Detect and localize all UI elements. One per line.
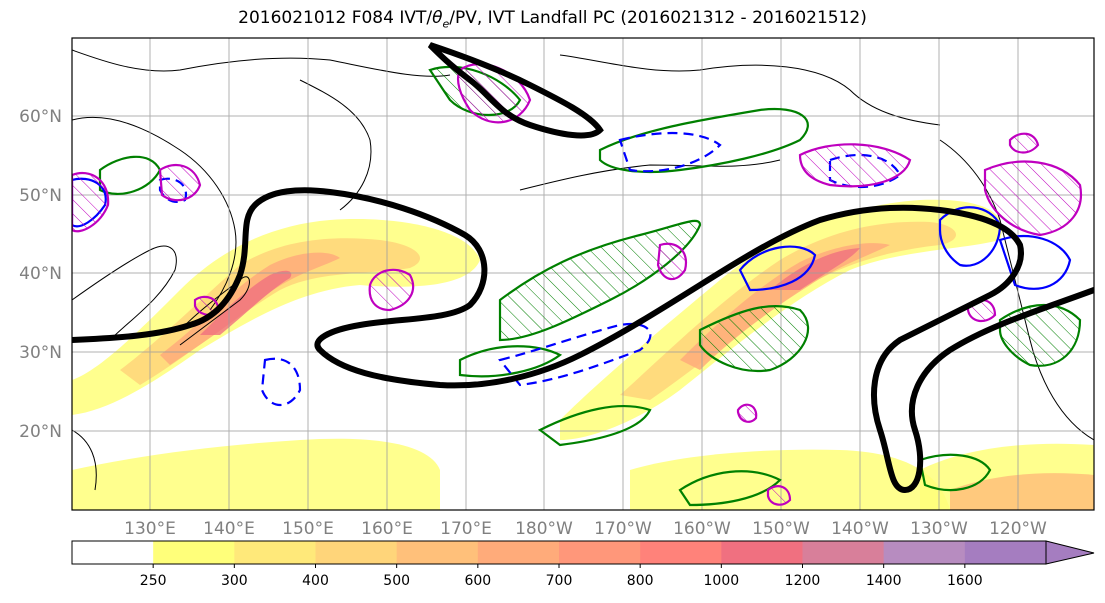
colorbar-cell [964, 541, 1047, 564]
ivt-plume-west-700 [160, 252, 340, 365]
colorbar-tick-label: 1400 [866, 573, 902, 589]
colorbar-cell [802, 541, 885, 564]
colorbar-ticks: 250 300 400 500 600 700 800 1000 1200 1400 1600 [140, 564, 983, 589]
theta-e-neg-dashed-west [260, 357, 302, 407]
theta-e-region-south [678, 470, 782, 507]
coast-alaska [559, 54, 941, 126]
pv-contour-main [72, 187, 1094, 494]
theta-e-neg-region-east [738, 245, 817, 292]
theta-e-neg-dashed-central [498, 322, 652, 387]
ivt-shading [72, 199, 1094, 510]
ivt-plume-east-1000 [770, 248, 860, 290]
colorbar-cell [477, 541, 560, 564]
lon-label-180W: 180°W [515, 519, 573, 539]
title-theta: θ [432, 8, 443, 28]
colorbar-cell [883, 541, 966, 564]
theta-e-region-east [698, 304, 810, 373]
ivt-band-south-west [72, 438, 440, 510]
ivt-band-south-central [630, 449, 950, 510]
lon-label-130E: 130°E [124, 519, 176, 539]
colorbar-tick-label: 250 [140, 573, 167, 589]
lat-labels: 60°N 50°N 40°N 30°N 20°N [19, 107, 62, 442]
theta-e-region-southeast [918, 453, 992, 492]
colorbar-cell [153, 541, 235, 564]
lon-label-150E: 150°E [282, 519, 334, 539]
colorbar-cell [72, 541, 154, 564]
pv-region-central [656, 242, 688, 281]
pv-region-northeast [983, 160, 1083, 237]
map-area [72, 38, 1094, 510]
lat-label-60N: 60°N [19, 107, 62, 127]
colorbar-cell [315, 541, 398, 564]
theta-e-region-south-central [537, 404, 652, 447]
map-title: 2016021012 F084 IVT/θe/PV, IVT Landfall … [0, 8, 1105, 30]
pv-region-canada [1008, 132, 1040, 154]
title-theta-sub: e [442, 17, 450, 31]
lon-label-140W: 140°W [831, 519, 889, 539]
lon-label-160E: 160°E [361, 519, 413, 539]
lat-label-30N: 30°N [19, 343, 62, 363]
lon-label-140E: 140°E [203, 519, 255, 539]
theta-e-region-coast [998, 303, 1082, 367]
theta-e-region-central [498, 219, 702, 342]
colorbar-cell [640, 541, 722, 564]
colorbar-cell [721, 541, 803, 564]
lat-label-50N: 50°N [19, 186, 62, 206]
title-suffix: /PV, IVT Landfall PC (2016021312 - 20160… [449, 8, 867, 28]
lon-labels: 130°E 140°E 150°E 160°E 170°E 180°W 170°… [124, 519, 1047, 539]
colorbar: 250 300 400 500 600 700 800 1000 1200 1400 1600 [71, 540, 1095, 589]
theta-e-neg-dashed-north [618, 131, 722, 173]
ivt-plume-west-1000 [200, 270, 292, 335]
ivt-band-south-east-400 [950, 473, 1094, 510]
pv-region-central-west [368, 268, 415, 312]
pv-region-asia-west [72, 171, 110, 233]
colorbar-cell [559, 541, 641, 564]
pv-contours [72, 63, 1083, 506]
map-frame [71, 37, 1095, 511]
coast-aleutians [519, 159, 781, 191]
theta-e-neg-region-northwest-us [998, 235, 1072, 290]
colorbar-tick-label: 1600 [947, 573, 983, 589]
pv-black-contours [72, 42, 1094, 494]
theta-e-region-central-south [458, 345, 563, 378]
coast-siberia [72, 49, 451, 77]
colorbar-tick-label: 500 [383, 573, 410, 589]
pv-region-gulf-alaska [798, 143, 912, 188]
lon-label-170W: 170°W [594, 519, 652, 539]
lon-label-150W: 150°W [752, 519, 810, 539]
theta-e-neg-region-coast [938, 206, 1002, 267]
pv-region-south-small [736, 403, 758, 423]
colorbar-tick-label: 700 [546, 573, 573, 589]
colorbar-tick-label: 800 [627, 573, 654, 589]
lat-label-20N: 20°N [19, 422, 62, 442]
colorbar-tick-label: 300 [221, 573, 248, 589]
lon-label-170E: 170°E [440, 519, 492, 539]
colorbar-cells [72, 541, 1047, 564]
coast-asia-east [72, 116, 237, 311]
colorbar-cell [234, 541, 316, 564]
lat-label-40N: 40°N [19, 264, 62, 284]
colorbar-tick-label: 1200 [785, 573, 821, 589]
lon-label-130W: 130°W [910, 519, 968, 539]
colorbar-tick-label: 1000 [704, 573, 740, 589]
colorbar-tick-label: 400 [302, 573, 329, 589]
pv-contour-north-loop [427, 42, 604, 139]
pv-region-asia-north [158, 163, 202, 202]
colorbar-tick-label: 600 [464, 573, 491, 589]
title-prefix: 2016021012 F084 IVT/ [238, 8, 433, 28]
lon-label-160W: 160°W [673, 519, 731, 539]
lon-label-120W: 120°W [989, 519, 1047, 539]
pv-region-south-small-2 [766, 485, 792, 506]
colorbar-extend-arrow [1045, 540, 1095, 565]
coast-south-china [72, 429, 97, 491]
colorbar-cell [396, 541, 479, 564]
